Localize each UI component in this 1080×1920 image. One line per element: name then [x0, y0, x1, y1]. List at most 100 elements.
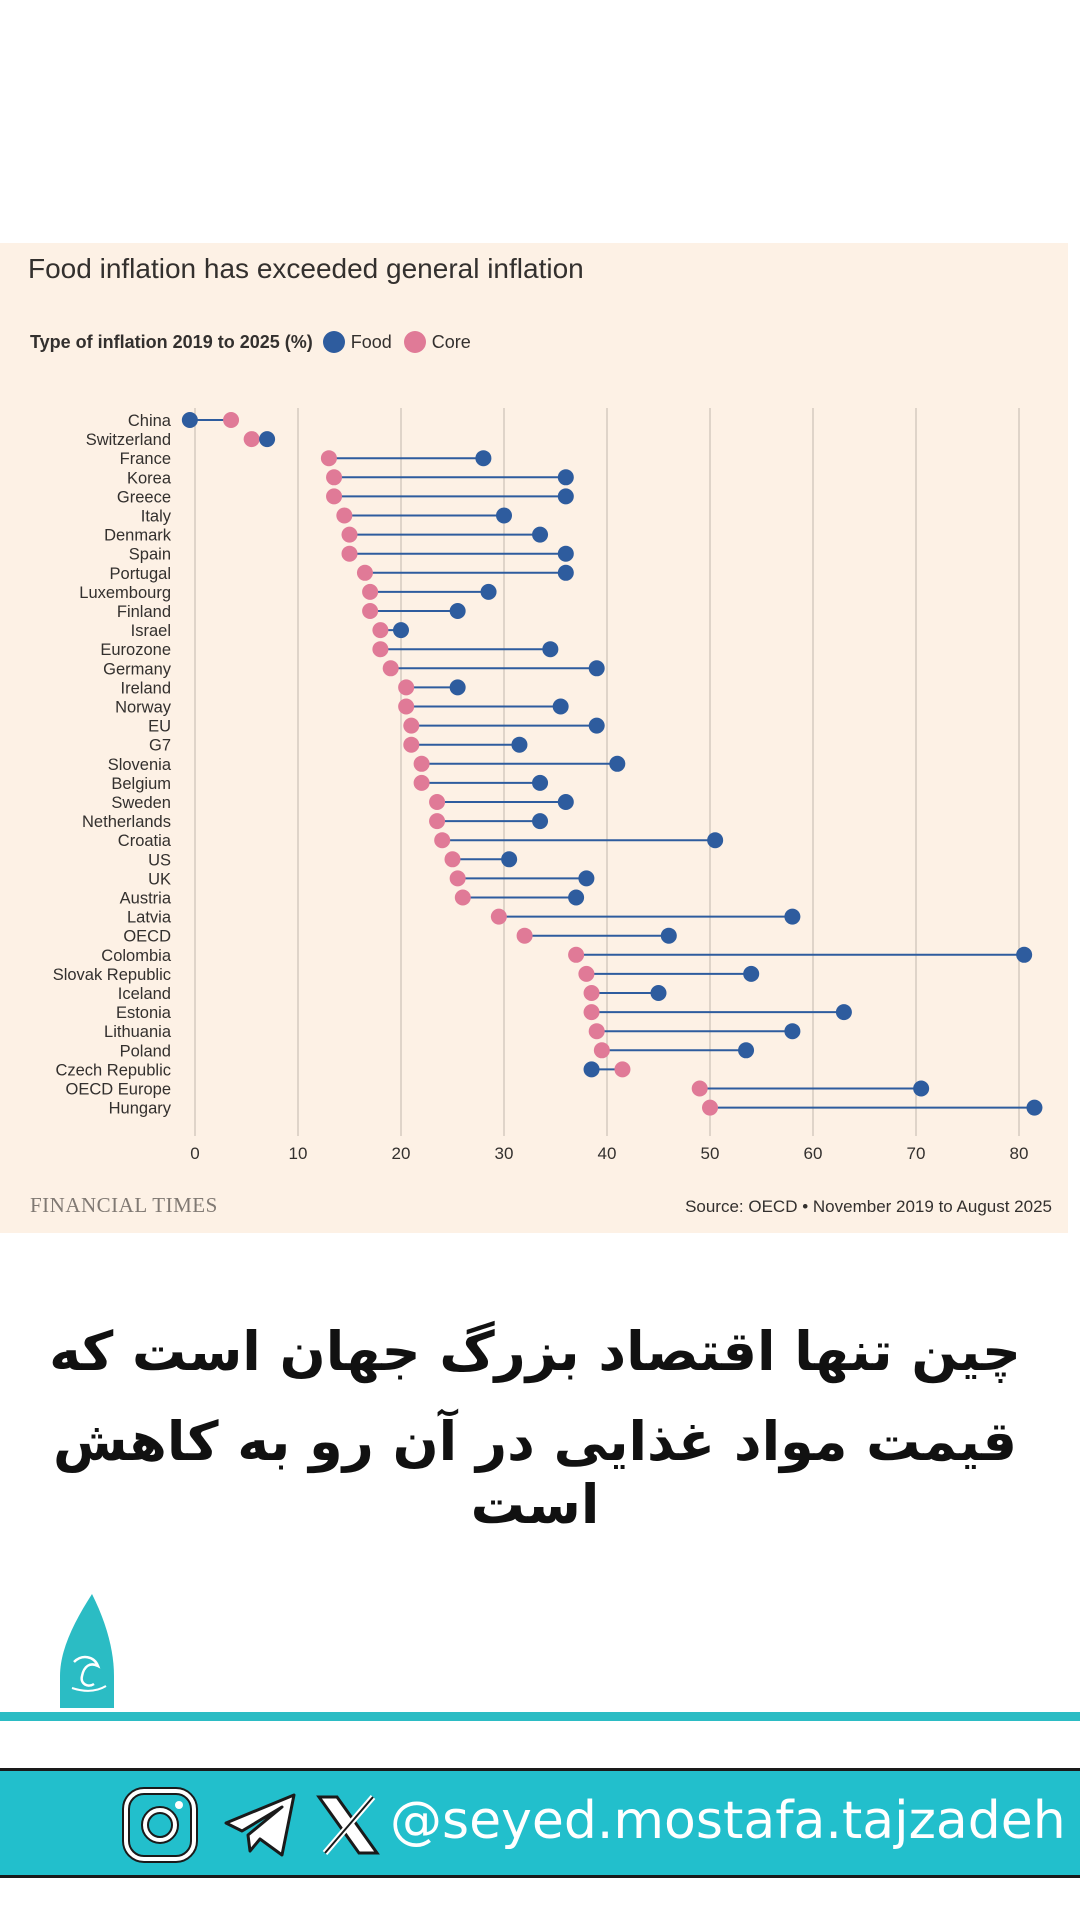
core-point: [413, 755, 430, 772]
food-point: [784, 1023, 801, 1040]
legend-dot-core: [403, 331, 426, 353]
food-point: [393, 622, 409, 639]
food-point: [588, 660, 605, 677]
food-point: [496, 507, 512, 524]
core-point: [326, 469, 343, 486]
category-label: OECD: [123, 928, 171, 946]
category-label: Portugal: [110, 565, 171, 583]
x-tick-label: 20: [392, 1144, 411, 1163]
x-tick-label: 60: [804, 1144, 823, 1163]
food-point: [557, 794, 574, 810]
category-label: Hungary: [109, 1100, 172, 1118]
food-point: [609, 755, 626, 772]
core-point: [356, 564, 373, 581]
core-point: [403, 736, 420, 753]
core-point: [614, 1061, 631, 1078]
category-label: Sweden: [111, 794, 171, 812]
category-label: Belgium: [111, 775, 171, 793]
x-icon[interactable]: [315, 1785, 381, 1865]
food-point: [1026, 1099, 1043, 1116]
core-point: [583, 985, 600, 1001]
category-label: Latvia: [127, 909, 172, 927]
core-point: [593, 1042, 610, 1059]
instagram-icon[interactable]: [120, 1785, 200, 1865]
core-point: [326, 488, 343, 505]
legend-text-food: Food: [350, 331, 392, 352]
chart-panel: Food inflation has exceeded general infl…: [0, 243, 1068, 1233]
food-point: [449, 679, 466, 696]
core-point: [429, 794, 446, 810]
food-point: [1016, 946, 1033, 963]
core-point: [583, 1004, 600, 1021]
legend-item-core: Core: [403, 331, 471, 353]
core-point: [449, 870, 466, 887]
core-point: [454, 889, 471, 906]
category-label: Croatia: [118, 832, 172, 850]
food-point: [650, 985, 667, 1001]
category-label: Iceland: [118, 985, 171, 1003]
food-point: [542, 641, 559, 658]
category-label: Italy: [141, 508, 172, 526]
dumbbell-chart: 0 10 20 30 40 50 60 70 80 ChinaSwitzerlandFranceK…: [53, 408, 1043, 1163]
core-point: [691, 1080, 708, 1097]
food-point: [511, 736, 528, 753]
category-label: Eurozone: [100, 641, 171, 659]
category-label: Poland: [120, 1042, 171, 1060]
core-point: [223, 412, 240, 428]
food-point: [557, 545, 574, 562]
core-point: [490, 908, 507, 925]
food-point: [449, 603, 466, 619]
food-point: [583, 1061, 600, 1078]
core-point: [336, 507, 353, 524]
core-point: [429, 813, 446, 830]
core-point: [341, 545, 358, 562]
x-tick-label: 0: [190, 1144, 199, 1163]
x-tick-label: 50: [701, 1144, 720, 1163]
food-point: [707, 832, 724, 849]
food-point: [588, 717, 605, 734]
category-label: EU: [148, 718, 171, 736]
legend: Type of inflation 2019 to 2025 (%) Food …: [30, 331, 483, 353]
telegram-icon[interactable]: [220, 1785, 300, 1865]
food-point: [532, 526, 549, 543]
core-point: [398, 698, 415, 715]
core-point: [372, 622, 389, 639]
category-label: Lithuania: [104, 1023, 172, 1041]
core-point: [568, 946, 585, 963]
food-point: [501, 851, 518, 868]
category-label: Israel: [131, 622, 171, 640]
food-point: [835, 1004, 852, 1021]
food-point: [913, 1080, 930, 1097]
category-label: Korea: [127, 469, 172, 487]
food-point: [784, 908, 801, 925]
category-label: France: [120, 450, 171, 468]
category-label: Ireland: [121, 679, 171, 697]
category-label: Spain: [129, 546, 171, 564]
food-point: [552, 698, 569, 715]
core-point: [341, 526, 358, 543]
category-label: Switzerland: [86, 431, 171, 449]
x-tick-label: 10: [289, 1144, 308, 1163]
legend-text-core: Core: [431, 331, 471, 352]
food-point: [181, 412, 198, 428]
legend-label: Type of inflation 2019 to 2025 (%): [30, 331, 313, 352]
category-label: Netherlands: [82, 813, 171, 831]
food-point: [578, 870, 595, 887]
category-label: Denmark: [104, 527, 172, 545]
category-label: Czech Republic: [55, 1061, 171, 1079]
category-label: G7: [149, 737, 171, 755]
category-label: UK: [148, 870, 171, 888]
category-label: Finland: [117, 603, 171, 621]
caption-line-2: قیمت مواد غذایی در آن رو به کاهش است: [53, 1410, 1017, 1536]
core-point: [702, 1099, 718, 1116]
core-point: [362, 603, 379, 619]
category-label: OECD Europe: [66, 1081, 171, 1099]
social-handle[interactable]: @seyed.mostafa.tajzadeh: [390, 1791, 1066, 1851]
core-point: [243, 431, 260, 448]
x-tick-label: 40: [598, 1144, 617, 1163]
food-point: [557, 469, 574, 486]
category-label: Austria: [120, 890, 172, 908]
category-label: Germany: [103, 660, 172, 678]
social-footer: @seyed.mostafa.tajzadeh: [0, 1768, 1080, 1878]
core-point: [578, 965, 595, 982]
